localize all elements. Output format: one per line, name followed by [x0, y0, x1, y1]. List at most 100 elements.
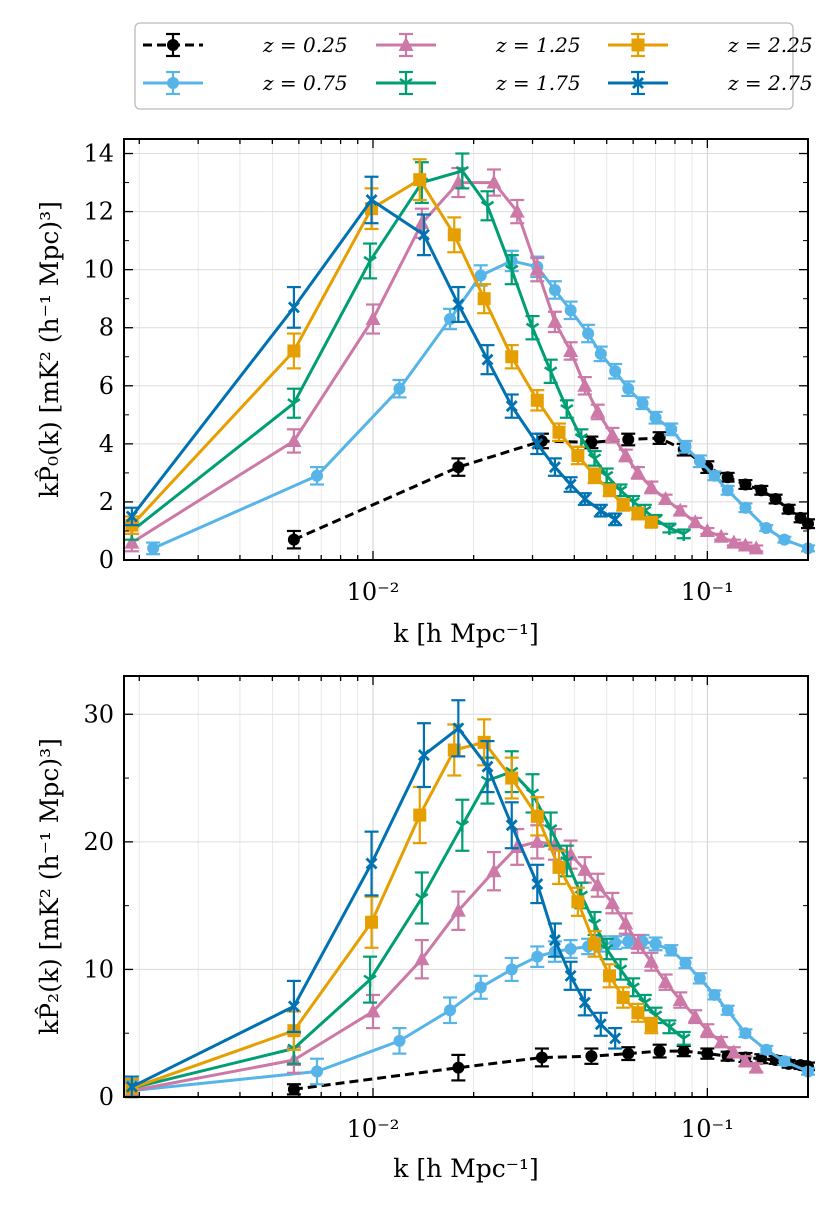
series-z-1-25-point [737, 1053, 753, 1068]
series-z-1-25-point [414, 215, 430, 230]
series-z-1-75-point [662, 1021, 677, 1034]
series-z-1-25-point [713, 528, 729, 543]
series-z-2-75-point [417, 749, 430, 762]
x-tick-label: 10⁻² [347, 1115, 400, 1143]
series-z-1-25-point [737, 537, 753, 552]
series-z-2-75-point [125, 510, 138, 523]
series-z-0-75-point [564, 304, 577, 317]
x-tick-label: 10⁻¹ [681, 578, 734, 606]
series-z-2-75-point [287, 301, 300, 314]
series-z-0-75-point [665, 423, 678, 436]
series-z-0-75-point [622, 382, 635, 395]
y-tick-label: 6 [99, 372, 114, 400]
series-z-0-75-point [310, 1065, 323, 1078]
series-z-2-25-point [287, 344, 301, 358]
legend-entry-z-0-25-marker [167, 39, 179, 51]
series-z-0-25-point [287, 1083, 300, 1096]
series-z-0-75-point [548, 283, 561, 296]
series-z-0-75-point [622, 935, 635, 948]
series-z-1-75-point [480, 200, 495, 213]
series-z-0-75-point [708, 469, 721, 482]
series-z-0-75-point [649, 937, 662, 950]
series-z-2-25-point [552, 860, 566, 874]
series-z-2-25-point [413, 808, 427, 822]
series-z-2-75-point [452, 722, 465, 735]
y-tick-label: 10 [83, 256, 114, 284]
legend-entry-z-2-25: z = 2.25 [608, 32, 813, 58]
series-z-2-25-point [616, 498, 630, 512]
series-z-1-25-point [630, 935, 646, 950]
series-z-1-25-line [131, 181, 757, 550]
x-axis-label: k [h Mpc⁻¹] [393, 1154, 538, 1183]
y-tick-label: 0 [99, 1083, 114, 1111]
series-z-2-75-point [548, 461, 561, 474]
series-z-1-75-point [613, 964, 628, 977]
series-z-0-75-point [582, 327, 595, 340]
series-z-1-75-point [455, 165, 470, 178]
series-z-1-25-point [124, 534, 140, 549]
series-z-2-25-point [365, 915, 379, 929]
series-z-2-25-point [552, 425, 566, 439]
series-z-1-25-point [726, 1044, 742, 1059]
series-z-0-75-point [693, 455, 706, 468]
legend-box [134, 22, 794, 110]
series-z-2-25 [124, 158, 659, 535]
series-z-2-25-point [571, 895, 585, 909]
series-z-1-25 [124, 824, 764, 1099]
legend-entry-z-0-75-marker [167, 77, 179, 89]
series-z-2-25-point [603, 483, 617, 497]
series-z-1-25-point [748, 540, 764, 555]
series-z-1-25-point [643, 479, 659, 494]
legend-entry-z-2-75-marker [632, 77, 644, 89]
legend-entry-z-0-75: z = 0.75 [143, 70, 348, 96]
series-z-1-25-point [699, 1022, 715, 1037]
series-z-1-75 [124, 750, 691, 1099]
legend-entry-z-1-25: z = 1.25 [376, 32, 581, 58]
series-z-1-25-point [672, 502, 688, 517]
legend-entry-z-2-25-marker [631, 38, 645, 52]
legend-entry-z-1-75-marker [399, 77, 413, 90]
series-z-0-75-point [505, 963, 518, 976]
series-z-1-25-point [577, 861, 593, 876]
series-z-1-25-point [450, 902, 466, 917]
series-z-0-75-point [778, 533, 791, 546]
series-z-1-75-point [415, 892, 429, 905]
series-z-2-75-point [287, 1000, 300, 1013]
series-z-0-75-point [393, 1034, 406, 1047]
series-z-0-75-point [444, 1004, 457, 1017]
series-z-0-75-point [649, 411, 662, 424]
series-z-1-25-point [658, 974, 674, 989]
series-z-0-25-point [653, 1045, 666, 1058]
series-z-0-75-point [665, 944, 678, 957]
series-z-2-75-point [578, 493, 591, 506]
series-z-1-75-point [455, 820, 470, 833]
legend-entry-z-1-75: z = 1.75 [376, 70, 581, 96]
y-tick-label: 30 [83, 700, 114, 728]
y-tick-label: 12 [83, 198, 114, 226]
series-z-2-75-point [594, 504, 607, 517]
series-z-1-75-point [587, 453, 602, 466]
series-z-0-25-point [287, 533, 300, 546]
series-z-2-75-point [531, 437, 544, 450]
series-z-0-25-point [452, 1061, 465, 1074]
series-z-0-75-point [147, 542, 160, 555]
legend-entry-z-0-75-label: z = 0.75 [262, 71, 348, 95]
series-z-1-25-point [365, 311, 381, 326]
series-z-0-75-point [636, 397, 649, 410]
legend: z = 0.25 z = 0.75 z = 1.25 z = 1.75 z = 2.25… [134, 22, 813, 110]
series-z-0-75-point [393, 382, 406, 395]
series-z-0-75-point [679, 957, 692, 970]
legend-entry-z-0-25: z = 0.25 [143, 32, 348, 58]
monopole-panel: 10⁻² 10⁻¹ 0 2 4 6 8 10 12 14 k [h Mpc⁻¹] kP̂₀(k) [m… [35, 138, 815, 648]
series-z-0-75-point [693, 972, 706, 985]
series-z-1-25-point [643, 953, 659, 968]
series-z-1-25-point [590, 403, 606, 418]
series-z-2-75-point [481, 760, 494, 773]
series-z-2-75 [124, 699, 623, 1099]
series-z-1-25 [124, 166, 764, 555]
series-z-0-75-point [739, 501, 752, 514]
series-z-2-75-point [125, 1080, 138, 1093]
series-z-0-25-point [721, 471, 734, 484]
series-z-1-75-point [677, 528, 691, 541]
x-tick-label: 10⁻¹ [681, 1115, 734, 1143]
